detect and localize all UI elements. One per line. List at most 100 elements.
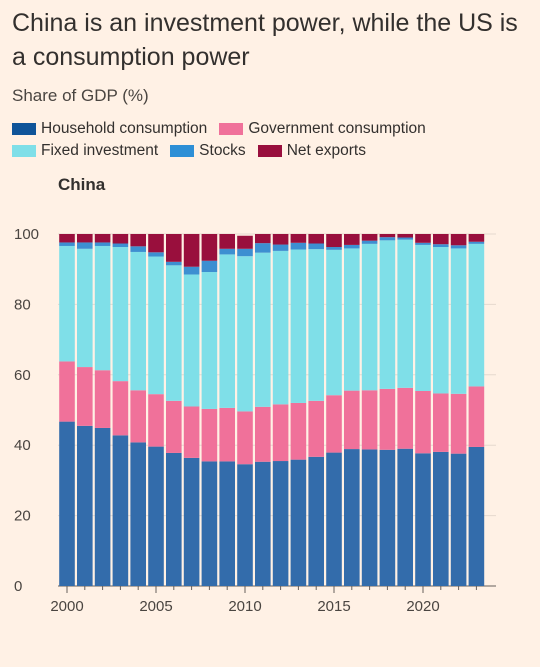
bar-segment (94, 427, 111, 586)
bar-segment (272, 234, 289, 245)
bar-segment (468, 446, 485, 586)
chart-subtitle: Share of GDP (%) (12, 86, 149, 105)
bar-segment (379, 388, 396, 450)
bar-segment (112, 234, 129, 244)
bar-segment (344, 390, 360, 450)
bar-segment (379, 237, 396, 241)
y-tick-label: 20 (14, 508, 31, 525)
bar-segment (237, 235, 253, 249)
bar-segment (450, 453, 467, 586)
bar-segment (59, 361, 75, 422)
bar-segment (272, 244, 289, 251)
bar-segment (379, 234, 396, 238)
bar-segment (397, 387, 413, 449)
bar-segment (326, 249, 342, 396)
bar-segment (468, 241, 485, 244)
bar-segment (468, 243, 485, 387)
bar-segment (148, 234, 164, 253)
bar-segment (290, 234, 307, 243)
bar-segment (183, 234, 200, 267)
bar-segment (166, 261, 182, 266)
bar-segment (326, 452, 342, 586)
bar-segment (415, 234, 431, 243)
bar-segment (344, 234, 360, 245)
bar-segment (94, 370, 111, 428)
bar-segment (308, 249, 324, 401)
bar-segment (433, 234, 449, 245)
bar-segment (183, 274, 200, 407)
bar-segment (77, 234, 93, 243)
bar-segment (433, 244, 449, 248)
bar-segment (255, 243, 271, 253)
bar-segment (219, 234, 235, 249)
bar-segment (201, 234, 218, 261)
bar-segment (272, 404, 289, 462)
bar-segment (201, 461, 218, 586)
bar-segment (201, 272, 218, 409)
bar-segment (112, 381, 129, 436)
bar-segment (397, 237, 413, 240)
bar-segment (326, 395, 342, 453)
bar-segment (166, 234, 182, 262)
bar-segment (468, 234, 485, 242)
bar-segment (433, 247, 449, 394)
bar-segment (450, 234, 467, 246)
bar-segment (415, 244, 431, 391)
legend-label: Stocks (199, 142, 246, 159)
bar-segment (148, 256, 164, 395)
bar-segment (166, 265, 182, 401)
bar-segment (361, 234, 378, 241)
bar-segment (379, 449, 396, 586)
legend-swatch (12, 145, 36, 157)
bar-segment (112, 247, 129, 382)
y-tick-label: 0 (14, 578, 22, 595)
legend-swatch (257, 145, 282, 157)
bar-segment (450, 245, 467, 249)
x-tick-label: 2010 (228, 598, 261, 615)
legend-item-government-consumption: Government consumption (219, 120, 426, 138)
legend-item-stocks: Stocks (170, 142, 246, 160)
bar-segment (255, 234, 271, 244)
bar-segment (344, 244, 360, 249)
bar-segment (148, 252, 164, 257)
chart-title: China is an investment power, while the … (12, 9, 518, 71)
bar-segment (183, 457, 200, 586)
bar-segment (77, 242, 93, 249)
bar-segment (59, 245, 75, 362)
bar-segment (326, 247, 342, 250)
bar-segment (237, 248, 253, 257)
bar-segment (130, 246, 146, 252)
bar-segment (130, 442, 146, 586)
bar-segment (290, 249, 307, 403)
bar-segment (272, 250, 289, 405)
legend-item-fixed-investment: Fixed investment (12, 142, 158, 160)
bar-segment (308, 243, 324, 250)
bar-segment (433, 451, 449, 586)
bar-segment (59, 234, 75, 243)
bar-segment (237, 256, 253, 412)
bar-segment (77, 248, 93, 368)
bar-segment (450, 393, 467, 454)
x-tick-label: 2015 (317, 598, 350, 615)
bar-segment (148, 394, 164, 447)
bar-segment (308, 400, 324, 457)
legend-label: Fixed investment (41, 142, 159, 159)
bar-segment (415, 453, 431, 586)
legend: Household consumption Government consump… (12, 118, 532, 162)
bar-segment (361, 449, 378, 586)
bar-segment (290, 459, 307, 586)
legend-item-net-exports: Net exports (257, 142, 366, 160)
bar-segment (237, 411, 253, 465)
bar-segment (379, 240, 396, 389)
bar-segment (166, 452, 182, 586)
panel-title: China (58, 175, 106, 194)
bar-segment (77, 367, 93, 426)
bar-segment (255, 252, 271, 407)
bar-segment (255, 406, 271, 462)
bar-segment (94, 242, 111, 246)
legend-label: Net exports (286, 142, 366, 159)
bar-segment (361, 243, 378, 391)
bar-segment (59, 242, 75, 246)
bar-segment (112, 243, 129, 248)
bar-segment (130, 390, 146, 443)
